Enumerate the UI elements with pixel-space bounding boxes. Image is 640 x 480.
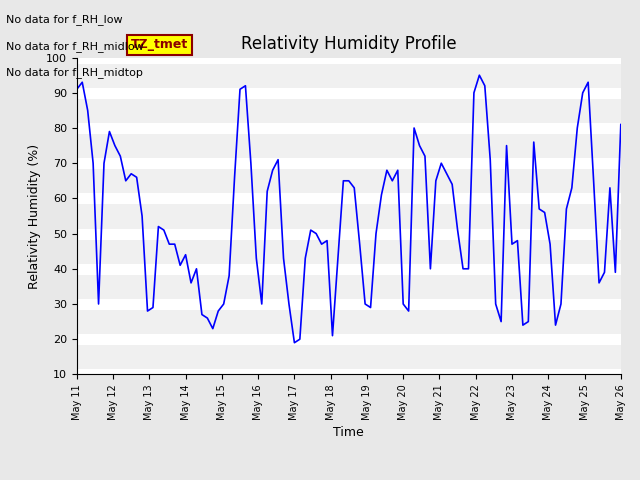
Title: Relativity Humidity Profile: Relativity Humidity Profile [241,35,456,53]
Text: No data for f_RH_midtop: No data for f_RH_midtop [6,67,143,78]
X-axis label: Time: Time [333,426,364,439]
Text: TZ_tmet: TZ_tmet [131,38,188,51]
Y-axis label: Relativity Humidity (%): Relativity Humidity (%) [28,144,40,288]
Text: No data for f_RH_low: No data for f_RH_low [6,14,123,25]
Text: No data for f_RH_midlow: No data for f_RH_midlow [6,41,144,52]
